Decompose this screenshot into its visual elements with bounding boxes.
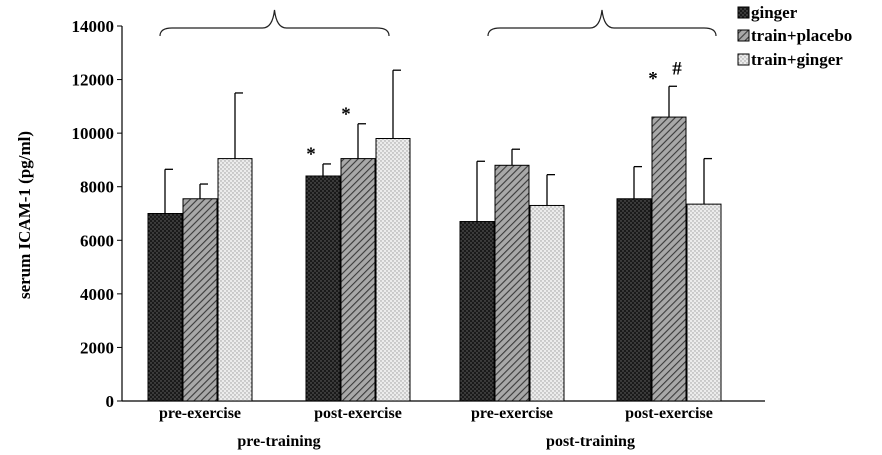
legend: ginger train+placebo train+ginger [737, 3, 852, 69]
legend-swatch-train-placebo [737, 29, 750, 42]
category-labels: pre-exercise post-exercise pre-exercise pos… [159, 405, 713, 450]
bar-train-ginger [375, 138, 411, 402]
significance-asterisk: * [648, 68, 658, 89]
y-tick-label: 14000 [72, 17, 115, 36]
y-tick-label: 10000 [72, 124, 115, 143]
bar-train-placebo [494, 164, 530, 402]
y-tick-label: 0 [106, 392, 115, 411]
bars: * * * # [147, 58, 722, 402]
legend-swatch-ginger [737, 6, 750, 19]
bar-ginger [616, 198, 652, 402]
bar-ginger [305, 175, 341, 402]
bar-train-placebo [340, 158, 376, 402]
y-tick-label: 12000 [72, 71, 115, 90]
group-brackets [159, 9, 717, 37]
legend-label-ginger: ginger [751, 3, 798, 22]
bar-train-placebo [651, 116, 687, 402]
x-category-label: post-exercise [625, 405, 713, 422]
x-group-label: post-training [546, 433, 635, 450]
legend-swatch-train-ginger [737, 53, 750, 66]
bar-train-ginger [217, 158, 253, 402]
curly-brace [487, 9, 717, 37]
x-category-label: post-exercise [314, 405, 402, 422]
bar-ginger [459, 221, 495, 402]
significance-hash: # [672, 58, 682, 79]
bar-train-ginger [686, 203, 722, 402]
y-tick-label: 4000 [80, 285, 114, 304]
legend-label-train-ginger: train+ginger [751, 50, 843, 69]
significance-asterisk: * [306, 144, 316, 165]
y-tick-label: 6000 [80, 231, 114, 250]
bar-train-ginger [529, 204, 565, 402]
x-category-label: pre-exercise [159, 405, 241, 422]
significance-asterisk: * [341, 104, 351, 125]
axes: 0 2000 4000 6000 8000 10000 12000 14000 [72, 17, 765, 411]
x-group-label: pre-training [237, 433, 320, 450]
y-axis-label: serum ICAM-1 (pg/ml) [15, 131, 34, 299]
bar-train-placebo [182, 198, 218, 402]
y-tick-label: 2000 [80, 338, 114, 357]
legend-label-train-placebo: train+placebo [751, 26, 852, 45]
bar-ginger [147, 213, 183, 402]
y-tick-label: 8000 [80, 178, 114, 197]
x-category-label: pre-exercise [471, 405, 553, 422]
curly-brace [159, 9, 390, 37]
